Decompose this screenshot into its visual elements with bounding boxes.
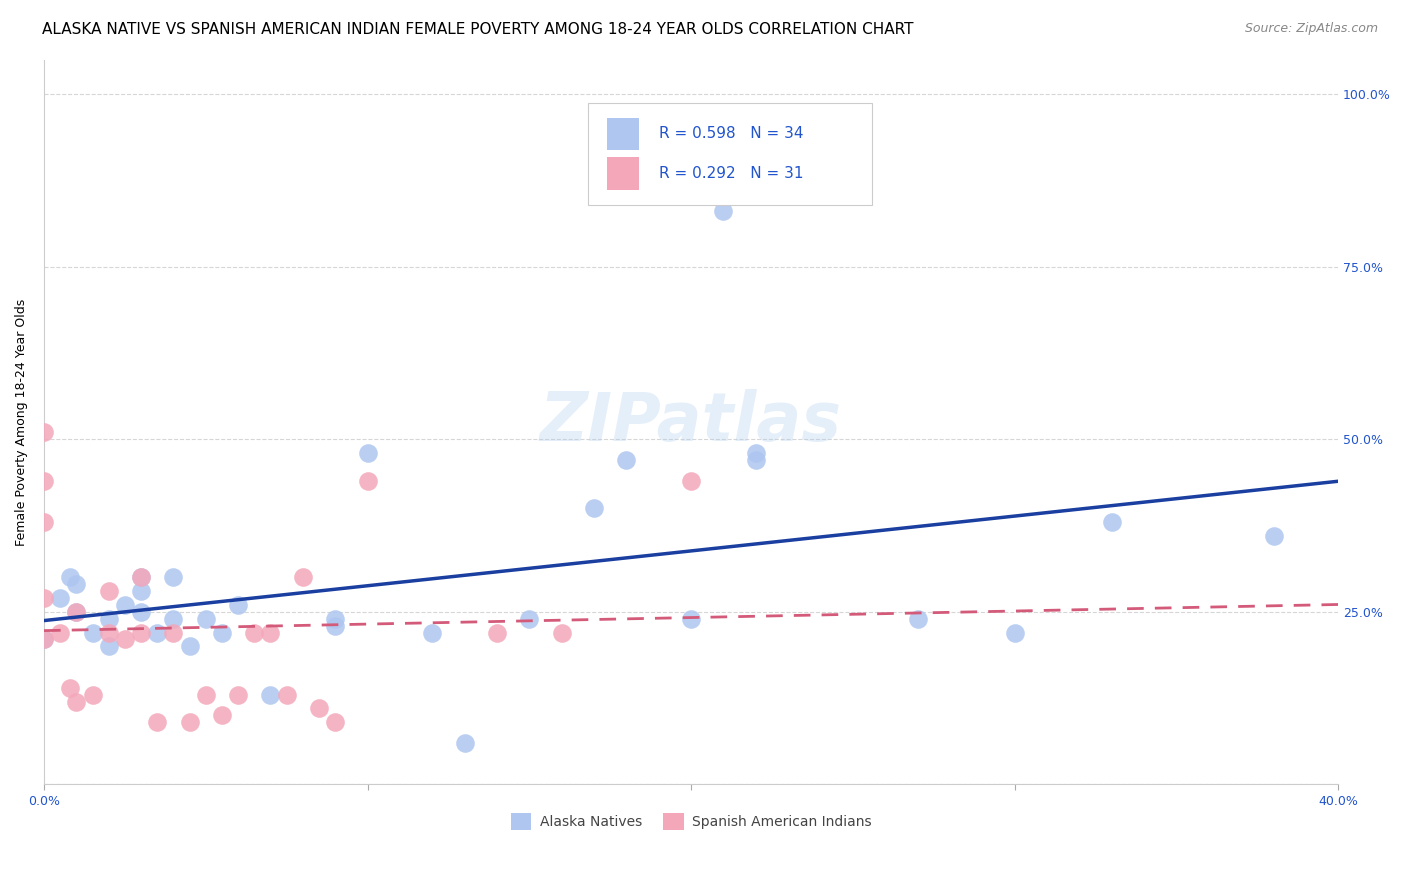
Point <box>211 625 233 640</box>
FancyBboxPatch shape <box>607 158 640 190</box>
Point <box>65 605 87 619</box>
Point <box>323 715 346 730</box>
Point <box>583 501 606 516</box>
Point <box>129 570 152 584</box>
Point <box>1004 625 1026 640</box>
Point <box>97 612 120 626</box>
Point <box>32 515 55 529</box>
Point <box>32 474 55 488</box>
Point <box>356 474 378 488</box>
Point <box>97 584 120 599</box>
Point <box>114 632 136 647</box>
Legend: Alaska Natives, Spanish American Indians: Alaska Natives, Spanish American Indians <box>505 807 877 836</box>
Point <box>146 715 169 730</box>
Y-axis label: Female Poverty Among 18-24 Year Olds: Female Poverty Among 18-24 Year Olds <box>15 298 28 546</box>
Point <box>681 474 703 488</box>
Point <box>745 453 768 467</box>
Point <box>276 688 298 702</box>
Point <box>323 612 346 626</box>
Point <box>291 570 314 584</box>
Point <box>65 695 87 709</box>
Point <box>82 688 104 702</box>
Text: Source: ZipAtlas.com: Source: ZipAtlas.com <box>1244 22 1378 36</box>
Point <box>129 605 152 619</box>
Point <box>49 625 72 640</box>
Point <box>259 688 281 702</box>
Point <box>65 605 87 619</box>
Point <box>420 625 443 640</box>
Point <box>1101 515 1123 529</box>
Point <box>162 612 184 626</box>
Text: R = 0.292   N = 31: R = 0.292 N = 31 <box>659 166 803 181</box>
Point <box>179 640 201 654</box>
Point <box>59 570 82 584</box>
Point <box>129 625 152 640</box>
Point <box>1263 529 1285 543</box>
Point <box>179 715 201 730</box>
Point <box>32 591 55 605</box>
Point <box>356 446 378 460</box>
Point <box>32 632 55 647</box>
Point <box>194 688 217 702</box>
FancyBboxPatch shape <box>588 103 872 204</box>
Point <box>243 625 266 640</box>
Text: ZIPatlas: ZIPatlas <box>540 389 842 455</box>
Point <box>97 640 120 654</box>
Text: R = 0.598   N = 34: R = 0.598 N = 34 <box>659 127 803 142</box>
Point <box>97 625 120 640</box>
Point <box>323 618 346 632</box>
Point <box>146 625 169 640</box>
Point <box>32 425 55 440</box>
Point <box>745 446 768 460</box>
Point <box>82 625 104 640</box>
Point <box>211 708 233 723</box>
Point <box>59 681 82 695</box>
Point <box>226 598 249 612</box>
Point <box>65 577 87 591</box>
Point <box>616 453 638 467</box>
Point <box>453 736 475 750</box>
Point <box>114 598 136 612</box>
FancyBboxPatch shape <box>607 118 640 150</box>
Point <box>162 570 184 584</box>
Point <box>550 625 572 640</box>
Point <box>713 204 735 219</box>
Point <box>49 591 72 605</box>
Point <box>485 625 508 640</box>
Point <box>129 584 152 599</box>
Point <box>517 612 540 626</box>
Point <box>308 701 330 715</box>
Point <box>129 570 152 584</box>
Point <box>162 625 184 640</box>
Point <box>32 632 55 647</box>
Text: ALASKA NATIVE VS SPANISH AMERICAN INDIAN FEMALE POVERTY AMONG 18-24 YEAR OLDS CO: ALASKA NATIVE VS SPANISH AMERICAN INDIAN… <box>42 22 914 37</box>
Point <box>226 688 249 702</box>
Point <box>194 612 217 626</box>
Point <box>907 612 929 626</box>
Point <box>259 625 281 640</box>
Point <box>681 612 703 626</box>
